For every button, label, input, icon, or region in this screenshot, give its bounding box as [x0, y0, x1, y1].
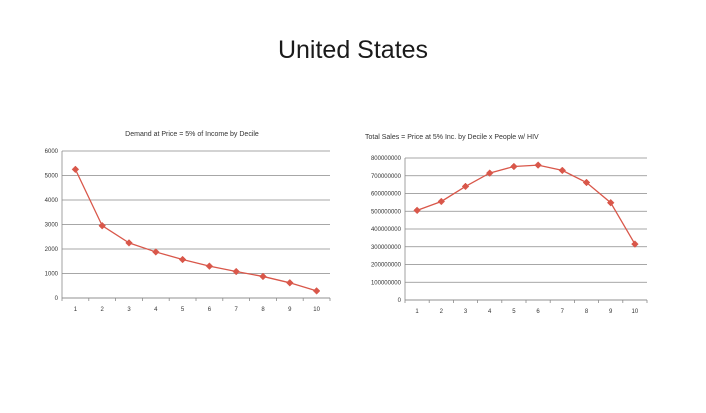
x-tick-label: 7 — [561, 309, 565, 315]
chart-title: Demand at Price = 5% of Income by Decile — [125, 131, 259, 138]
demand-chart-svg: Demand at Price = 5% of Income by Decile… — [45, 131, 331, 313]
slide-title: United States — [277, 36, 429, 64]
x-tick-label: 2 — [101, 307, 105, 313]
y-tick-label: 0 — [398, 298, 402, 304]
y-tick-label: 500000000 — [371, 209, 402, 215]
demand-line-chart: Demand at Price = 5% of Income by Decile… — [0, 125, 340, 325]
y-tick-label: 400000000 — [371, 227, 402, 233]
series-line — [416, 164, 636, 245]
data-point — [152, 248, 160, 256]
x-tick-label: 9 — [288, 307, 292, 313]
data-point — [606, 198, 615, 207]
data-point — [312, 287, 321, 295]
x-tick-label: 4 — [488, 309, 492, 315]
x-tick-label: 3 — [464, 309, 468, 315]
total-sales-line-chart: Total Sales = Price at 5% Inc. by Decile… — [355, 125, 695, 325]
y-tick-label: 0 — [55, 296, 59, 302]
data-point — [631, 240, 639, 248]
series-line — [74, 169, 317, 292]
data-point — [125, 239, 133, 247]
x-tick-label: 1 — [415, 309, 419, 315]
data-point — [510, 162, 518, 171]
x-tick-label: 7 — [235, 307, 239, 313]
x-tick-label: 1 — [74, 307, 78, 313]
data-point — [286, 279, 294, 287]
y-tick-label: 2000 — [45, 247, 59, 253]
y-tick-label: 800000000 — [371, 156, 402, 162]
data-point — [534, 161, 542, 169]
x-tick-label: 3 — [127, 307, 131, 313]
x-tick-label: 8 — [261, 307, 265, 313]
y-tick-label: 600000000 — [371, 192, 402, 198]
x-tick-label: 2 — [440, 309, 444, 315]
x-tick-label: 6 — [536, 309, 540, 315]
y-tick-label: 5000 — [45, 174, 59, 180]
x-tick-label: 6 — [208, 307, 212, 313]
total-sales-chart-svg: Total Sales = Price at 5% Inc. by Decile… — [365, 134, 648, 315]
data-point — [485, 169, 494, 177]
data-point — [205, 262, 214, 270]
data-point — [461, 182, 470, 191]
x-tick-label: 10 — [632, 309, 639, 315]
y-tick-label: 100000000 — [371, 280, 402, 286]
data-point — [413, 206, 421, 215]
y-tick-label: 200000000 — [371, 263, 402, 269]
y-tick-label: 4000 — [45, 198, 59, 204]
y-tick-label: 1000 — [45, 272, 59, 278]
data-point — [582, 178, 591, 187]
x-tick-label: 5 — [512, 309, 516, 315]
x-tick-label: 8 — [585, 309, 589, 315]
data-point — [558, 166, 567, 175]
data-point — [178, 255, 187, 264]
chart-title: Total Sales = Price at 5% Inc. by Decile… — [365, 134, 539, 141]
data-point — [232, 267, 240, 276]
x-tick-label: 9 — [609, 309, 613, 315]
y-tick-label: 300000000 — [371, 245, 402, 251]
data-point — [437, 197, 446, 206]
x-tick-label: 5 — [181, 307, 185, 313]
data-point — [98, 221, 106, 230]
x-tick-label: 10 — [313, 307, 320, 313]
x-tick-label: 4 — [154, 307, 158, 313]
y-tick-label: 3000 — [45, 223, 59, 229]
data-point — [71, 165, 80, 174]
y-tick-label: 700000000 — [371, 174, 402, 180]
data-point — [259, 272, 267, 281]
y-tick-label: 6000 — [45, 149, 59, 155]
